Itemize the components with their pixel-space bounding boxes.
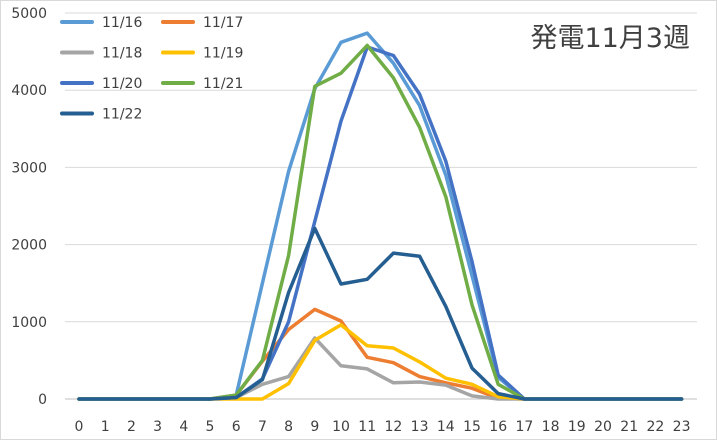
x-tick-label: 17 [515, 419, 533, 435]
y-tick-label: 0 [38, 392, 47, 408]
legend-label: 11/20 [102, 76, 142, 92]
legend-label: 11/17 [203, 15, 243, 31]
series-line-11-22 [77, 226, 684, 401]
x-tick-label: 6 [232, 419, 241, 435]
x-tick-label: 7 [258, 419, 267, 435]
legend-label: 11/22 [102, 107, 142, 123]
legend-entry: 11/17 [161, 15, 243, 31]
x-axis-ticks: 0 1 2 3 4 5 6 7 8 9 10 11 12 13 14 15 16 17 18 19 20 21 22 23 [75, 419, 691, 435]
x-tick-label: 8 [284, 419, 293, 435]
legend-entry: 11/16 [60, 15, 142, 31]
x-tick-label: 12 [384, 419, 402, 435]
x-tick-label: 14 [437, 419, 455, 435]
x-tick-label: 11 [358, 419, 376, 435]
legend-entry: 11/18 [60, 46, 142, 62]
y-tick-label: 3000 [11, 160, 47, 176]
y-tick-label: 5000 [11, 6, 47, 22]
x-tick-label: 1 [101, 419, 110, 435]
x-tick-label: 3 [153, 419, 162, 435]
y-tick-label: 1000 [11, 315, 47, 331]
legend-label: 11/18 [102, 46, 142, 62]
legend: 11/16 11/17 11/18 11/19 11/20 11/21 11/22 [60, 15, 243, 123]
x-tick-label: 9 [310, 419, 319, 435]
legend-label: 11/19 [203, 46, 243, 62]
x-tick-label: 18 [542, 419, 560, 435]
y-tick-label: 4000 [11, 83, 47, 99]
x-tick-label: 16 [489, 419, 507, 435]
legend-label: 11/16 [102, 15, 142, 31]
x-tick-label: 2 [127, 419, 136, 435]
legend-entry: 11/21 [161, 76, 243, 92]
x-tick-label: 22 [646, 419, 664, 435]
series-lines [77, 31, 684, 401]
legend-entry: 11/19 [161, 46, 243, 62]
legend-entry: 11/20 [60, 76, 142, 92]
x-tick-label: 5 [206, 419, 215, 435]
chart-title: 発電11月3週 [530, 23, 690, 54]
x-tick-label: 19 [568, 419, 586, 435]
x-tick-label: 15 [463, 419, 481, 435]
x-tick-label: 20 [594, 419, 612, 435]
y-axis-ticks: 0 1000 2000 3000 4000 5000 [11, 6, 47, 408]
x-tick-label: 10 [332, 419, 350, 435]
legend-entry: 11/22 [60, 107, 142, 123]
x-tick-label: 0 [75, 419, 84, 435]
x-tick-label: 13 [411, 419, 429, 435]
legend-label: 11/21 [203, 76, 243, 92]
x-tick-label: 4 [179, 419, 188, 435]
x-tick-label: 23 [673, 419, 691, 435]
y-tick-label: 2000 [11, 238, 47, 254]
x-tick-label: 21 [620, 419, 638, 435]
